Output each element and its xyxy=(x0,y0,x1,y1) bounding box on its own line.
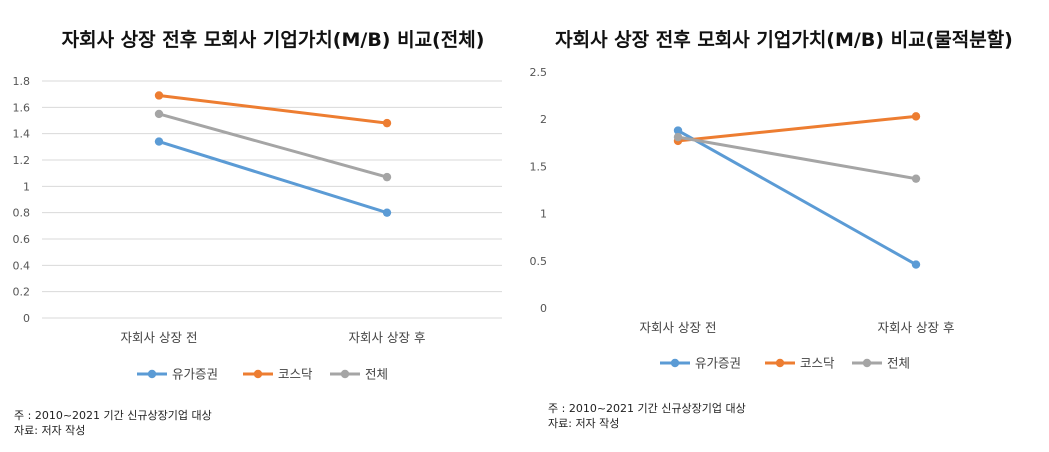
y-tick-label: 0 xyxy=(23,312,30,325)
data-point xyxy=(911,174,921,183)
legend-label: 코스닥 xyxy=(800,356,835,371)
chart-1-footnote: 주 : 2010~2021 기간 신규상장기업 대상 자료: 저자 작성 xyxy=(14,408,212,438)
data-point xyxy=(382,118,392,128)
data-point xyxy=(673,132,683,142)
data-point xyxy=(382,208,392,217)
y-tick-label: 1 xyxy=(23,180,30,193)
legend-marker xyxy=(670,358,680,368)
data-point xyxy=(382,172,392,182)
legend-label: 유가증권 xyxy=(695,356,741,371)
chart-2-note-scope: 주 : 2010~2021 기간 신규상장기업 대상 xyxy=(548,402,746,415)
chart-1-note-scope: 주 : 2010~2021 기간 신규상장기업 대상 xyxy=(14,409,212,422)
y-tick-label: 1.2 xyxy=(13,154,31,167)
y-tick-label: 0.8 xyxy=(13,207,31,220)
legend-marker xyxy=(862,358,872,368)
y-tick-label: 0.5 xyxy=(530,255,548,268)
x-category-label: 자회사 상장 후 xyxy=(878,320,955,335)
chart-1: 자회사 상장 전후 모회사 기업가치(M/B) 비교(전체) 1.8 1.6 1.4 1… xyxy=(13,29,502,382)
chart-2: 자회사 상장 전후 모회사 기업가치(M/B) 비교(물적분할) 2.5 2 1.5 1… xyxy=(530,28,1013,371)
x-category-label: 자회사 상장 전 xyxy=(121,330,198,345)
y-tick-label: 1.5 xyxy=(530,160,548,173)
series-line-코스닥 xyxy=(157,93,389,125)
x-category-label: 자회사 상장 후 xyxy=(349,330,426,345)
data-point xyxy=(673,126,683,135)
x-category-label: 자회사 상장 전 xyxy=(640,320,717,335)
y-tick-label: 1 xyxy=(540,208,547,221)
chart-2-footnote: 주 : 2010~2021 기간 신규상장기업 대상 자료: 저자 작성 xyxy=(548,401,746,431)
data-point xyxy=(911,260,921,269)
legend-label: 전체 xyxy=(887,356,910,371)
legend-marker xyxy=(775,358,785,368)
legend-marker xyxy=(147,369,157,379)
data-point xyxy=(154,91,164,100)
series-line-전체 xyxy=(157,112,389,179)
y-tick-label: 2 xyxy=(540,113,547,126)
data-point xyxy=(154,109,164,119)
y-tick-label: 0.4 xyxy=(13,259,31,272)
legend-label: 코스닥 xyxy=(278,367,313,382)
y-tick-label: 0.6 xyxy=(13,233,31,246)
legend-label: 전체 xyxy=(365,367,388,382)
series-line-전체 xyxy=(676,135,918,181)
series-line-유가증권 xyxy=(157,140,389,215)
y-tick-label: 1.4 xyxy=(13,128,31,141)
y-tick-label: 2.5 xyxy=(530,66,548,79)
chart-1-title: 자회사 상장 전후 모회사 기업가치(M/B) 비교(전체) xyxy=(62,29,485,51)
series-line-유가증권 xyxy=(676,129,918,267)
y-tick-label: 0.2 xyxy=(13,286,31,299)
y-tick-label: 1.8 xyxy=(13,75,31,88)
series-line-코스닥 xyxy=(676,114,918,143)
chart-1-note-source: 자료: 저자 작성 xyxy=(14,424,86,437)
legend-label: 유가증권 xyxy=(172,367,218,382)
y-tick-label: 1.6 xyxy=(13,101,31,114)
data-point xyxy=(911,112,921,121)
data-point xyxy=(154,137,164,146)
chart-2-note-source: 자료: 저자 작성 xyxy=(548,417,620,430)
legend-marker xyxy=(253,369,263,379)
chart-2-title: 자회사 상장 전후 모회사 기업가치(M/B) 비교(물적분할) xyxy=(555,28,1013,51)
legend-marker xyxy=(340,369,350,379)
y-tick-label: 0 xyxy=(540,302,547,315)
